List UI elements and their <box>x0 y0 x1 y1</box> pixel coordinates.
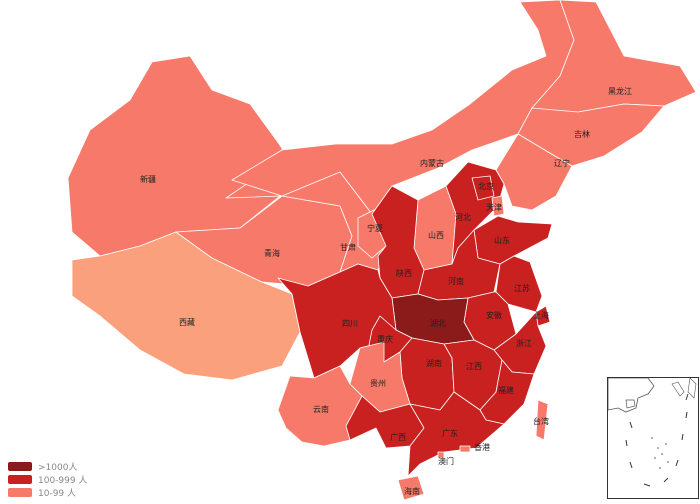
label-xinjiang: 新疆 <box>140 174 156 184</box>
province-hongkong[interactable] <box>459 445 471 453</box>
label-gansu: 甘肃 <box>340 242 356 252</box>
legend-swatch-tier3 <box>8 488 32 497</box>
label-shaanxi: 陕西 <box>396 268 412 278</box>
label-yunnan: 云南 <box>313 404 329 414</box>
province-guangdong[interactable] <box>407 391 505 477</box>
label-hubei: 湖北 <box>430 319 446 328</box>
label-hongkong: 香港 <box>474 442 490 452</box>
label-henan: 河南 <box>448 276 464 286</box>
label-jiangxi: 江西 <box>466 362 482 371</box>
label-guangxi: 广西 <box>390 432 406 442</box>
label-shandong: 山东 <box>494 235 510 245</box>
province-tianjin[interactable] <box>491 195 505 217</box>
label-jiangsu: 江苏 <box>514 283 530 293</box>
legend-item-tier3[interactable]: 10-99 人 <box>8 486 87 499</box>
province-hainan[interactable] <box>397 475 425 501</box>
legend-label-tier1: >1000人 <box>38 463 78 473</box>
south-china-sea-inset <box>607 377 699 499</box>
label-chongqing: 重庆 <box>377 334 393 344</box>
label-tianjin: 天津 <box>486 202 502 212</box>
label-guangdong: 广东 <box>442 428 458 438</box>
label-xizang: 西藏 <box>179 317 195 327</box>
province-guangxi[interactable] <box>345 395 425 449</box>
label-hebei: 河北 <box>455 212 471 222</box>
map-legend: >1000人 100-999 人 10-99 人 <box>8 460 87 499</box>
label-qinghai: 青海 <box>264 248 280 258</box>
province-shanxi[interactable] <box>413 185 457 271</box>
legend-label-tier2: 100-999 人 <box>38 476 88 486</box>
label-heilongjiang: 黑龙江 <box>608 86 632 96</box>
province-regions <box>67 0 697 501</box>
province-taiwan[interactable] <box>535 399 549 441</box>
label-zhejiang: 浙江 <box>516 338 532 348</box>
inset-map-svg <box>607 377 697 487</box>
label-guizhou: 贵州 <box>370 378 386 388</box>
province-macau[interactable] <box>437 451 445 459</box>
label-liaoning: 辽宁 <box>554 158 570 168</box>
label-shanxi: 山西 <box>428 230 444 240</box>
label-hainan: 海南 <box>404 486 420 496</box>
label-beijing: 北京 <box>478 181 494 191</box>
label-shanghai: 上海 <box>533 310 549 320</box>
label-hunan: 湖南 <box>426 358 442 368</box>
label-taiwan: 台湾 <box>533 416 549 426</box>
legend-item-tier2[interactable]: 100-999 人 <box>8 473 87 486</box>
legend-item-tier1[interactable]: >1000人 <box>8 460 87 473</box>
label-fujian: 福建 <box>498 385 514 395</box>
legend-swatch-tier1 <box>8 462 32 471</box>
legend-swatch-tier2 <box>8 475 32 484</box>
label-anhui: 安徽 <box>486 310 502 320</box>
label-jilin: 吉林 <box>574 129 590 139</box>
label-neimenggu: 内蒙古 <box>420 158 444 168</box>
label-sichuan: 四川 <box>342 319 358 328</box>
label-macau: 澳门 <box>438 456 454 466</box>
province-beijing[interactable] <box>471 175 495 201</box>
legend-label-tier3: 10-99 人 <box>38 489 77 499</box>
label-ningxia: 宁夏 <box>367 223 383 233</box>
